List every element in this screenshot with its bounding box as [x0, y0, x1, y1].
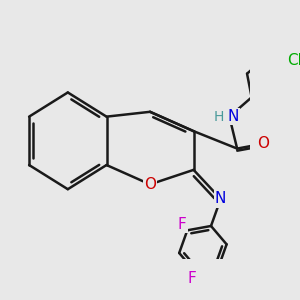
Text: O: O — [144, 177, 156, 192]
Text: N: N — [215, 191, 226, 206]
Text: F: F — [188, 272, 197, 286]
Text: F: F — [178, 217, 187, 232]
Text: Cl: Cl — [286, 53, 300, 68]
Text: O: O — [257, 136, 269, 151]
Text: N: N — [228, 109, 239, 124]
Text: H: H — [214, 110, 224, 124]
